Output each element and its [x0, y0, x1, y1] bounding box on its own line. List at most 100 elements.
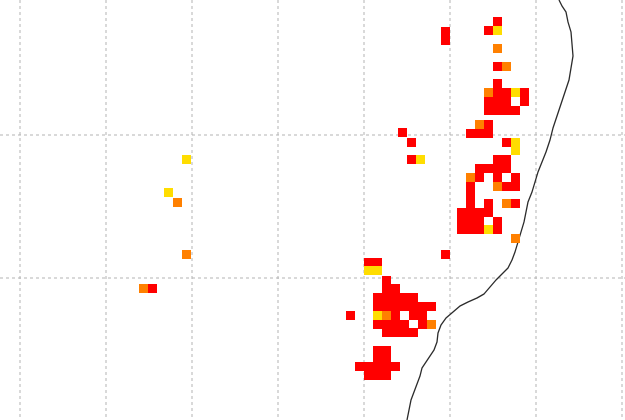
- fire-pixel-high: [475, 129, 484, 138]
- fire-pixel-medium: [173, 198, 182, 207]
- fire-pixel-high: [493, 173, 502, 182]
- fire-pixel-high: [457, 225, 466, 234]
- fire-pixel-high: [466, 190, 475, 199]
- fire-pixel-high: [441, 27, 450, 36]
- fire-pixel-high: [475, 173, 484, 182]
- fire-pixel-high: [502, 138, 511, 147]
- fire-pixel-high: [466, 182, 475, 191]
- fire-pixel-high: [484, 106, 493, 115]
- fire-pixel-medium: [139, 284, 148, 293]
- fire-pixel-medium: [502, 199, 511, 208]
- fire-pixel-high: [364, 258, 373, 267]
- fire-pixel-high: [391, 293, 400, 302]
- fire-pixel-high: [475, 208, 484, 217]
- fire-pixel-high: [502, 88, 511, 97]
- fire-pixel-low: [182, 155, 191, 164]
- fire-pixel-high: [373, 320, 382, 329]
- fire-pixel-high: [400, 328, 409, 337]
- fire-pixel-high: [466, 199, 475, 208]
- fire-pixel-low: [373, 311, 382, 320]
- fire-pixel-high: [484, 199, 493, 208]
- fire-pixel-high: [441, 36, 450, 45]
- fire-pixel-high: [502, 155, 511, 164]
- fire-pixel-high: [391, 311, 400, 320]
- fire-pixel-high: [418, 320, 427, 329]
- fire-pixel-high: [373, 354, 382, 363]
- fire-pixel-high: [457, 208, 466, 217]
- fire-pixel-medium: [427, 320, 436, 329]
- fire-pixel-high: [373, 371, 382, 380]
- fire-pixel-high: [475, 217, 484, 226]
- fire-pixel-high: [382, 302, 391, 311]
- fire-pixel-high: [382, 293, 391, 302]
- fire-pixel-high: [364, 371, 373, 380]
- fire-pixel-high: [373, 346, 382, 355]
- fire-pixel-layer: [139, 17, 529, 380]
- fire-pixel-low: [364, 266, 373, 275]
- fire-pixel-high: [382, 276, 391, 285]
- fire-pixel-high: [407, 138, 416, 147]
- fire-pixel-high: [418, 302, 427, 311]
- fire-pixel-low: [511, 88, 520, 97]
- fire-pixel-medium: [493, 182, 502, 191]
- fire-pixel-high: [493, 79, 502, 88]
- fire-pixel-high: [364, 362, 373, 371]
- fire-pixel-medium: [466, 173, 475, 182]
- fire-pixel-high: [382, 354, 391, 363]
- fire-pixel-low: [511, 146, 520, 155]
- fire-pixel-high: [398, 128, 407, 137]
- fire-pixel-high: [502, 164, 511, 173]
- fire-pixel-high: [466, 217, 475, 226]
- fire-pixel-high: [382, 320, 391, 329]
- fire-pixel-high: [493, 17, 502, 26]
- fire-pixel-high: [484, 208, 493, 217]
- fire-pixel-high: [382, 328, 391, 337]
- fire-pixel-high: [493, 62, 502, 71]
- fire-pixel-high: [382, 284, 391, 293]
- fire-pixel-high: [520, 97, 529, 106]
- fire-pixel-high: [409, 302, 418, 311]
- fire-pixel-high: [409, 311, 418, 320]
- fire-pixel-high: [441, 250, 450, 259]
- fire-pixel-high: [409, 328, 418, 337]
- fire-pixel-high: [409, 293, 418, 302]
- fire-pixel-low: [373, 266, 382, 275]
- fire-pixel-high: [493, 97, 502, 106]
- fire-pixel-high: [493, 155, 502, 164]
- fire-pixel-high: [391, 362, 400, 371]
- fire-pixel-low: [484, 225, 493, 234]
- fire-pixel-medium: [475, 120, 484, 129]
- fire-pixel-low: [493, 26, 502, 35]
- fire-pixel-low: [164, 188, 173, 197]
- fire-pixel-medium: [511, 234, 520, 243]
- fire-pixel-high: [400, 302, 409, 311]
- coastline: [406, 0, 574, 420]
- fire-pixel-medium: [502, 62, 511, 71]
- fire-pixel-medium: [484, 88, 493, 97]
- fire-pixel-low: [511, 138, 520, 147]
- fire-pixel-high: [511, 106, 520, 115]
- fire-pixel-high: [355, 362, 364, 371]
- fire-pixel-high: [502, 97, 511, 106]
- fire-pixel-high: [466, 129, 475, 138]
- fire-pixel-high: [466, 208, 475, 217]
- fire-pixel-high: [502, 106, 511, 115]
- fire-pixel-high: [373, 302, 382, 311]
- fire-pixel-high: [484, 164, 493, 173]
- fire-pixel-high: [466, 225, 475, 234]
- fire-pixel-medium: [493, 44, 502, 53]
- fire-pixel-high: [391, 328, 400, 337]
- fire-pixel-high: [511, 199, 520, 208]
- fire-pixel-high: [382, 346, 391, 355]
- fire-pixel-high: [346, 311, 355, 320]
- fire-pixel-high: [382, 362, 391, 371]
- fire-pixel-high: [493, 88, 502, 97]
- fire-pixel-high: [475, 225, 484, 234]
- fire-pixel-high: [382, 371, 391, 380]
- fire-pixel-high: [391, 302, 400, 311]
- fire-pixel-high: [391, 284, 400, 293]
- fire-pixel-high: [493, 217, 502, 226]
